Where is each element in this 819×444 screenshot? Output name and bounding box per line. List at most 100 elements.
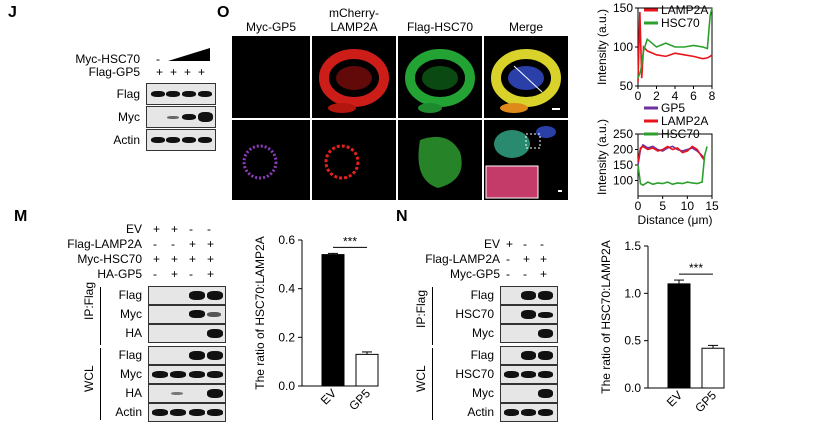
legend-label: HSC70 [661,127,700,141]
bar-ev [321,254,345,387]
wcl-label: WCL [82,365,96,392]
bar-chart-n: 0.0 0.5 1.0 1.5 The ratio of HSC70:LAMP2A EV G… [599,239,725,415]
blot-image [500,365,558,384]
blot-row-label: Flag [470,348,494,362]
series-line-hsc70 [637,146,708,187]
blot-row-label: HA [125,326,142,340]
group-bracket [100,287,101,345]
y-tick-label: 0.5 [624,334,641,348]
legend-label: HSC70 [661,16,700,30]
x-tick-label: 15 [705,199,719,213]
y-tick-label: 250 [613,127,633,141]
y-axis-label: Intensity (a.u.) [595,9,609,85]
y-tick-label: 0.2 [278,330,295,344]
y-tick-label: 0.0 [278,379,295,393]
ip-label: IP:Flag [82,281,96,320]
blot-row-label: Flag [118,348,142,362]
series-line-hsc70 [637,7,713,79]
blot-row-label: HSC70 [455,307,494,321]
blot-image [148,305,226,324]
blot-image [148,286,226,305]
condition-mark: + [184,65,192,79]
bar-ev [667,283,691,389]
y-tick-label: 50 [620,79,634,93]
x-tick-label: GP5 [692,388,719,415]
y-tick-label: 1.0 [624,286,641,300]
condition-label: Myc-HSC70 [77,252,142,266]
blot-image [148,365,226,384]
blot-row-label: Myc [120,307,142,321]
condition-mark: - [189,267,193,281]
blot-image [500,403,558,422]
legend-label: LAMP2A [661,114,708,128]
blot-row-label: Myc [472,386,494,400]
condition-mark: + [506,237,514,251]
significance-label: *** [689,261,703,275]
x-tick-label: 0 [635,199,642,213]
condition-mark: - [189,222,193,236]
condition-mark: + [170,65,178,79]
condition-label: Myc-HSC70 [75,52,140,66]
x-tick-label: 5 [659,199,666,213]
x-tick-label: 10 [681,199,695,213]
condition-label: Flag-LAMP2A [425,252,500,266]
bar-gp5 [701,347,725,389]
condition-mark: + [540,267,548,281]
micrograph-lamp2a-row2 [312,120,396,200]
group-bracket [100,348,101,420]
condition-label: EV [125,222,142,236]
bar-gp5 [355,353,379,387]
column-title: mCherry- LAMP2A [329,6,379,34]
condition-mark: - [171,237,175,251]
blot-image [148,324,226,343]
blot-row-label: Actin [467,405,494,419]
significance-label: *** [343,234,357,248]
micrograph-merge-row2 [484,120,568,200]
condition-mark: - [506,267,510,281]
y-tick-label: 0.0 [624,381,641,395]
x-tick-label: 4 [672,89,679,100]
legend-label: GP5 [661,101,685,115]
condition-mark: + [171,252,179,266]
condition-mark: + [153,222,161,236]
series-line-lamp2a [637,145,706,163]
panel-letter-m: M [14,208,28,225]
micrograph-gp5-row2 [232,120,310,200]
condition-mark: + [207,237,215,251]
y-tick-label: 200 [613,143,633,157]
series-line-lamp2a [637,11,713,83]
condition-mark: + [171,222,179,236]
y-tick-label: 100 [613,174,633,188]
blot-image [148,346,226,365]
y-axis-label: The ratio of HSC70:LAMP2A [253,236,267,389]
micrograph-gp5-row1 [232,36,310,118]
condition-mark: + [189,237,197,251]
condition-mark: - [506,252,510,266]
blot-image [146,83,216,105]
wcl-label: WCL [414,365,428,392]
blot-row-label: Flag [118,288,142,302]
y-axis-label: Intensity (a.u.) [595,119,609,195]
blot-image [146,129,216,151]
condition-mark: + [207,252,215,266]
ip-label: IP:Flag [414,289,428,328]
condition-mark: + [156,65,164,79]
x-tick-label: 8 [709,89,716,100]
y-tick-label: 150 [613,1,633,15]
blot-row-label: Actin [115,405,142,419]
micrograph-lamp2a-row1 [312,36,396,118]
condition-label: EV [483,237,500,251]
legend-label: LAMP2A [661,3,708,17]
group-bracket [432,287,433,345]
condition-mark: + [540,252,548,266]
blot-row-label: HSC70 [455,367,494,381]
blot-image [500,384,558,403]
condition-label: Flag-GP5 [88,65,140,79]
condition-mark: + [189,252,197,266]
y-tick-label: 150 [613,158,633,172]
micrograph-hsc70-row2 [398,120,482,200]
micrograph-merge-row1 [484,36,568,118]
column-title: Merge [508,20,543,34]
x-tick-label: EV [664,388,685,409]
